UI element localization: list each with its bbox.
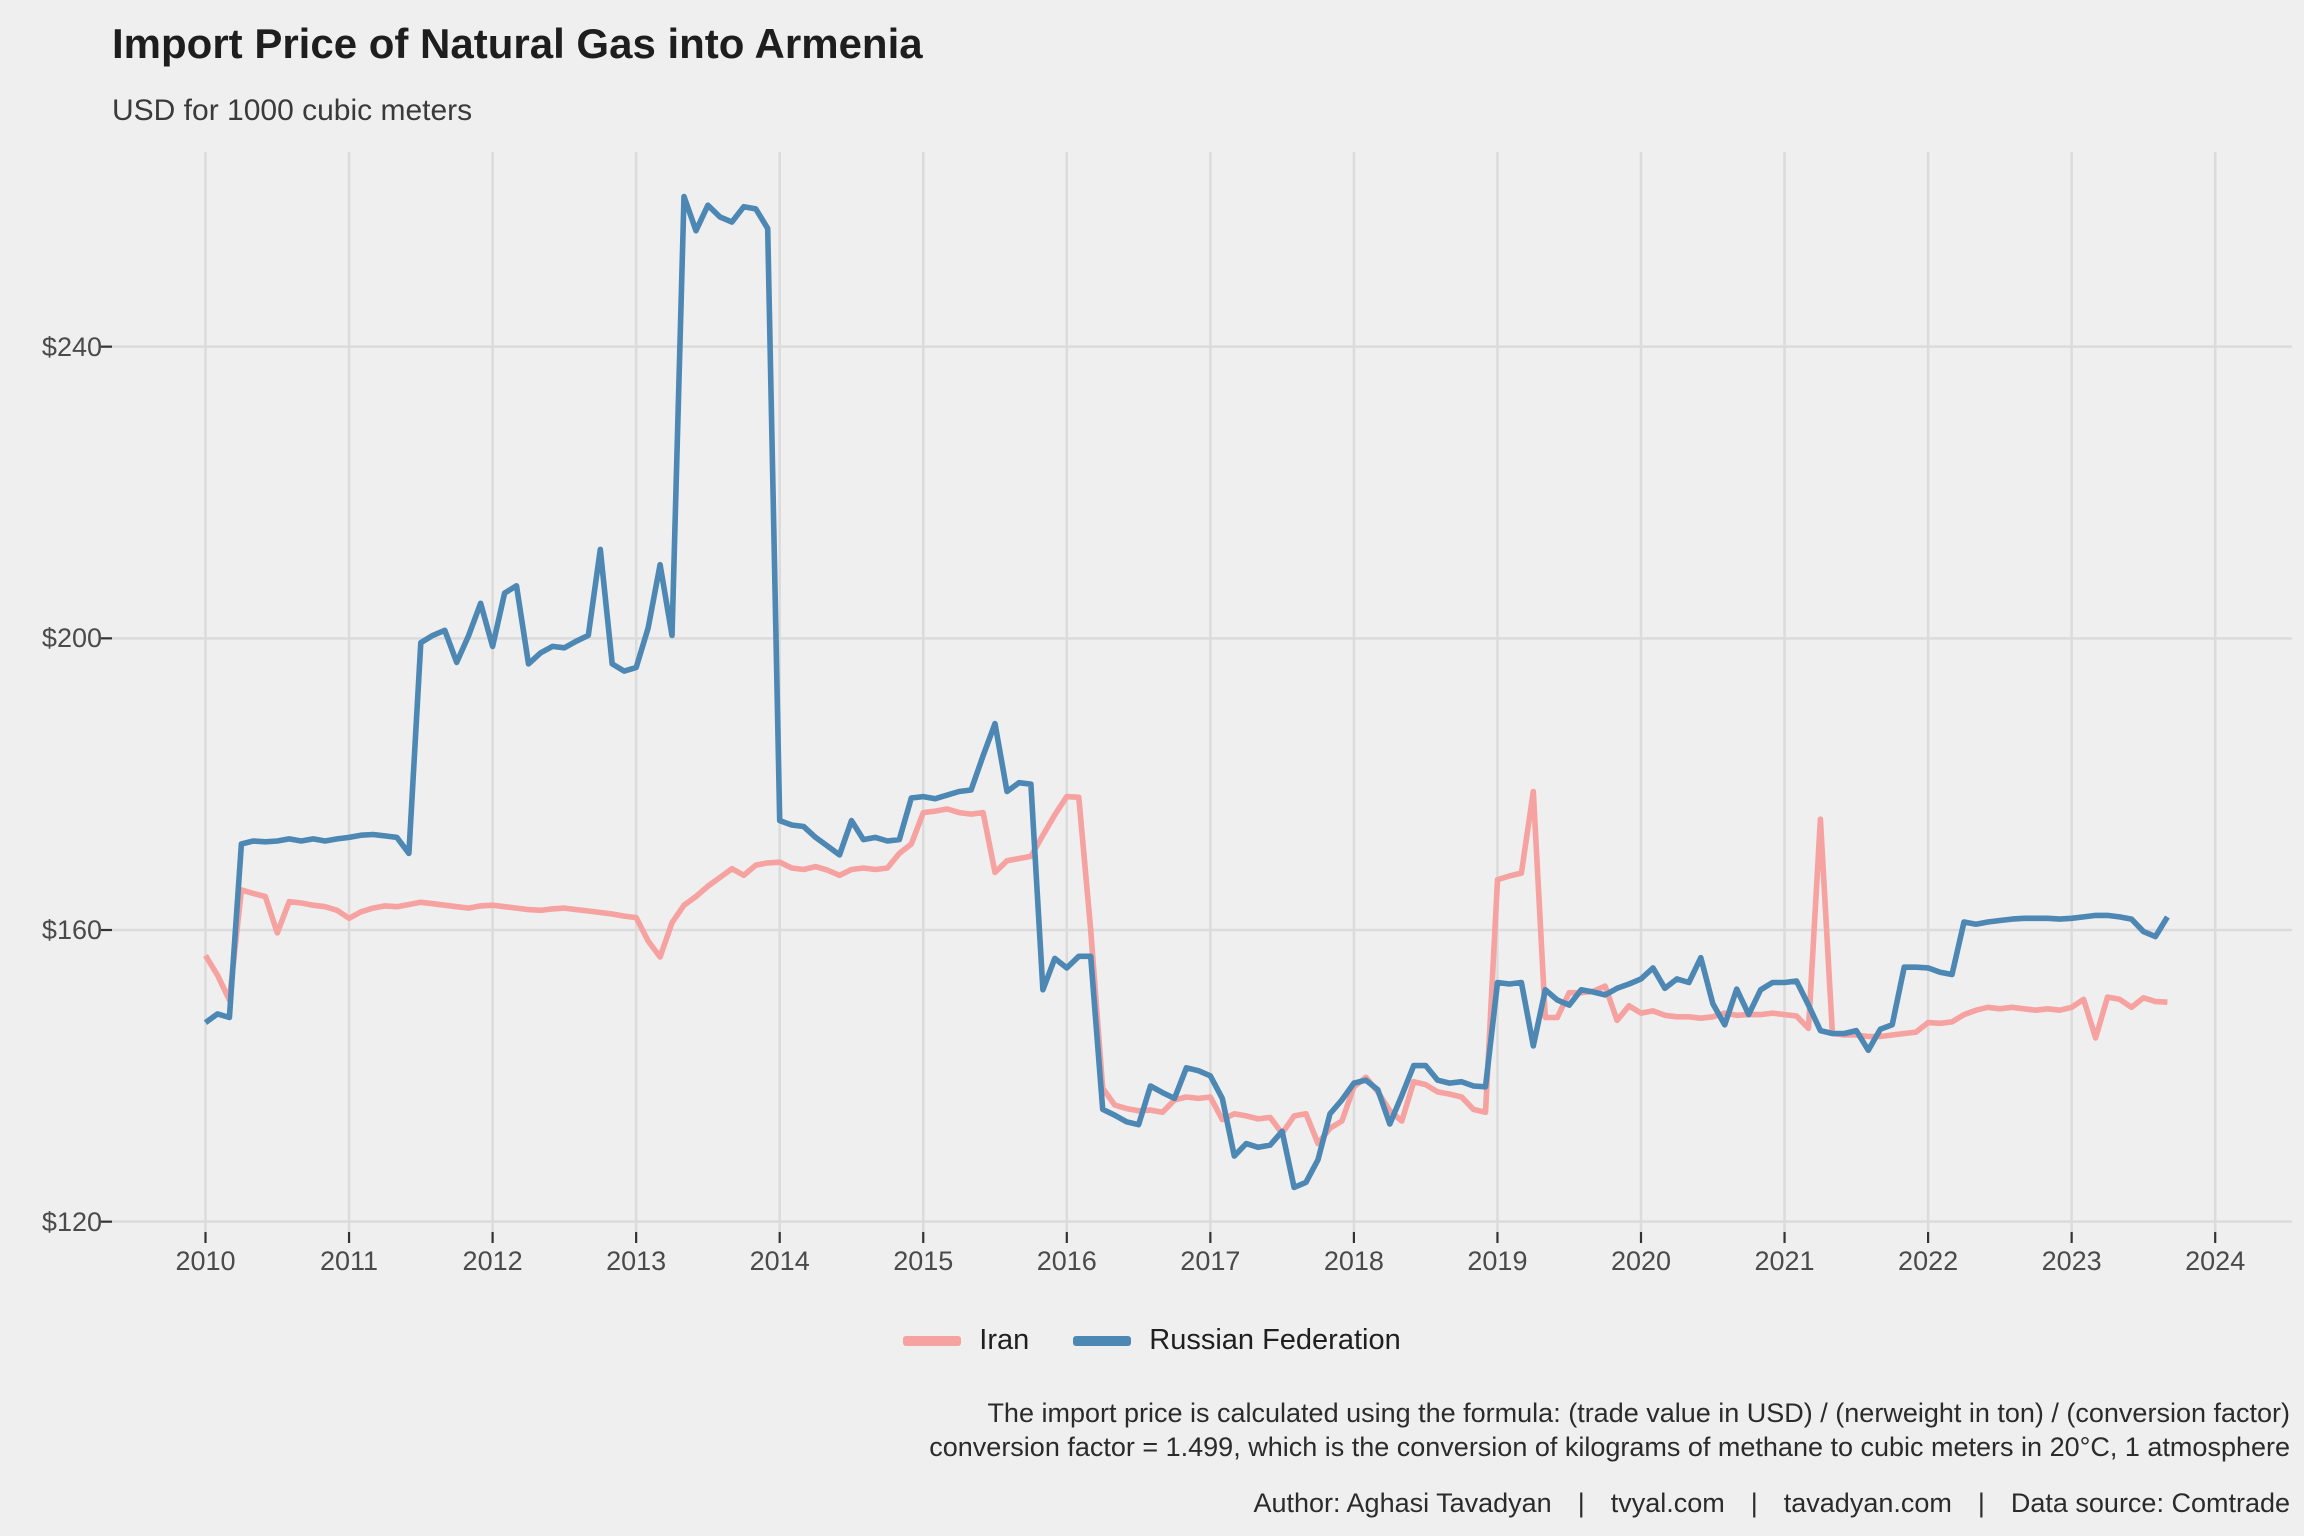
legend-item-iran: Iran	[903, 1324, 1029, 1357]
iran-line-swatch	[903, 1335, 962, 1346]
chart-title: Import Price of Natural Gas into Armenia	[112, 20, 923, 67]
footer-separator: |	[1577, 1488, 1585, 1518]
legend: Iran Russian Federation	[0, 1324, 2304, 1357]
x-tick-label: 2024	[2185, 1246, 2246, 1276]
x-tick-label: 2015	[893, 1246, 954, 1276]
legend-item-russian-federation: Russian Federation	[1073, 1324, 1401, 1357]
x-tick-label: 2021	[1754, 1246, 1815, 1276]
x-tick-label: 2019	[1467, 1246, 1528, 1276]
x-tick-label: 2011	[320, 1246, 379, 1276]
x-tick-label: 2014	[749, 1246, 810, 1276]
x-tick-label: 2010	[175, 1246, 236, 1276]
y-tick-label: $160	[41, 915, 102, 945]
footer-separator: |	[1750, 1488, 1758, 1518]
y-axis-labels: $120 $160 $200 $240	[0, 0, 102, 1536]
x-tick-label: 2023	[2041, 1246, 2102, 1276]
footer-site-tavadyan: tavadyan.com	[1783, 1488, 1952, 1518]
caption: The import price is calculated using the…	[929, 1396, 2290, 1464]
x-tick-label: 2022	[1898, 1246, 1959, 1276]
caption-line-2: conversion factor = 1.499, which is the …	[929, 1432, 2290, 1462]
legend-label-russian-federation: Russian Federation	[1149, 1324, 1401, 1356]
footer-site-tvyal: tvyal.com	[1610, 1488, 1725, 1518]
x-tick-label: 2017	[1180, 1246, 1241, 1276]
footer-data-source: Data source: Comtrade	[2010, 1488, 2290, 1518]
x-tick-label: 2012	[462, 1246, 523, 1276]
x-tick-label: 2013	[606, 1246, 667, 1276]
chart-subtitle: USD for 1000 cubic meters	[112, 94, 473, 127]
footer-author: Author: Aghasi Tavadyan	[1253, 1488, 1552, 1518]
x-tick-label: 2018	[1323, 1246, 1384, 1276]
x-tick-label: 2020	[1610, 1246, 1672, 1276]
caption-line-1: The import price is calculated using the…	[987, 1398, 2290, 1428]
footer: Author: Aghasi Tavadyan | tvyal.com | ta…	[1253, 1488, 2290, 1519]
legend-label-iran: Iran	[979, 1324, 1030, 1356]
footer-separator: |	[1977, 1488, 1985, 1518]
y-tick-label: $200	[41, 623, 102, 654]
y-tick-label: $120	[41, 1206, 102, 1237]
x-tick-label: 2016	[1036, 1246, 1097, 1276]
y-tick-label: $240	[41, 331, 102, 362]
series-line-russian-federation	[203, 193, 2170, 1191]
russian-federation-line-swatch	[1073, 1335, 1132, 1346]
